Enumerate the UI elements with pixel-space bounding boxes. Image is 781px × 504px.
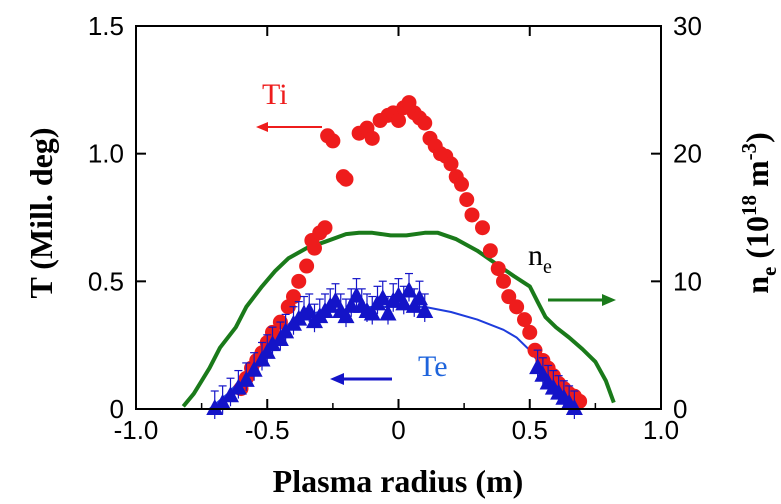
te-point xyxy=(264,335,281,352)
ti-annotation: Ti xyxy=(262,78,288,111)
te-point xyxy=(379,304,397,321)
y-left-tick-label: 1.0 xyxy=(88,139,124,169)
y-right-tick-label: 30 xyxy=(673,11,702,41)
ne-line xyxy=(181,230,616,408)
te-point xyxy=(565,399,583,415)
te-point xyxy=(400,281,418,298)
y-axis-right-e: e xyxy=(757,267,781,276)
te-point xyxy=(348,286,365,303)
x-tick-label: -0.5 xyxy=(245,415,290,445)
ti-point xyxy=(464,207,480,223)
te-point xyxy=(206,399,224,415)
y-axis-left-title: T (Mill. deg) xyxy=(23,128,59,299)
x-tick-label: -1.0 xyxy=(114,415,159,445)
te-point xyxy=(300,301,318,318)
y-right-tick-label: 10 xyxy=(673,266,702,296)
x-tick-label: 0 xyxy=(391,415,405,445)
y-axis-right-title: ne (1018 m-3) xyxy=(737,132,781,294)
ne-annotation-n: n xyxy=(528,239,543,272)
ti-point xyxy=(475,220,490,236)
ti-point xyxy=(338,171,354,187)
ne-annotation-e: e xyxy=(543,256,552,278)
point-series xyxy=(206,95,588,419)
y-axis-right-open: (10 xyxy=(739,216,775,267)
ti-point xyxy=(364,130,380,146)
ti-point xyxy=(299,258,315,274)
ti-point xyxy=(454,176,469,192)
te-arrow-head xyxy=(330,373,344,385)
y-left-tick-label: 0.5 xyxy=(88,266,124,296)
ne-annotation: ne xyxy=(528,239,552,278)
y-axis-right-close: ) xyxy=(739,132,775,143)
ti-point xyxy=(417,115,433,131)
ti-point xyxy=(490,261,506,277)
y-right-tick-label: 20 xyxy=(673,139,702,169)
te-point xyxy=(237,370,255,387)
te-point xyxy=(337,307,355,324)
x-tick-label: 1.0 xyxy=(643,415,679,445)
ti-point xyxy=(443,156,459,172)
ti-point xyxy=(391,112,406,128)
y-axis-right-uexp: -3 xyxy=(737,143,761,161)
y-left-tick-label: 1.5 xyxy=(88,11,124,41)
ne-arrow-head xyxy=(602,294,616,306)
ti-point xyxy=(496,273,511,289)
te-point xyxy=(374,289,392,306)
te-point xyxy=(416,301,434,318)
y-axis-right-n: n xyxy=(739,276,775,294)
ti-point xyxy=(482,243,498,259)
y-axis-right-exp: 18 xyxy=(737,195,761,216)
ti-arrow-head xyxy=(256,122,268,132)
te-point xyxy=(245,360,263,377)
te-point xyxy=(327,291,344,308)
ti-point xyxy=(459,192,475,208)
te-point xyxy=(395,294,413,311)
ti-point xyxy=(325,133,341,149)
ti-point xyxy=(509,299,525,315)
x-axis-title: Plasma radius (m) xyxy=(273,463,524,499)
ti-point xyxy=(517,312,532,328)
ti-point xyxy=(501,289,517,305)
y-axis-right-unit: m xyxy=(739,160,775,195)
te-annotation: Te xyxy=(418,350,448,383)
ti-point xyxy=(280,299,296,315)
ti-point xyxy=(307,240,322,256)
x-tick-label: 0.5 xyxy=(512,415,548,445)
te-point xyxy=(363,304,381,321)
ti-point xyxy=(317,220,333,236)
ti-point xyxy=(522,324,538,340)
y-right-tick-label: 0 xyxy=(673,394,687,424)
te-point xyxy=(411,289,428,306)
y-left-tick-label: 0 xyxy=(110,394,124,424)
ti-point xyxy=(291,273,307,289)
